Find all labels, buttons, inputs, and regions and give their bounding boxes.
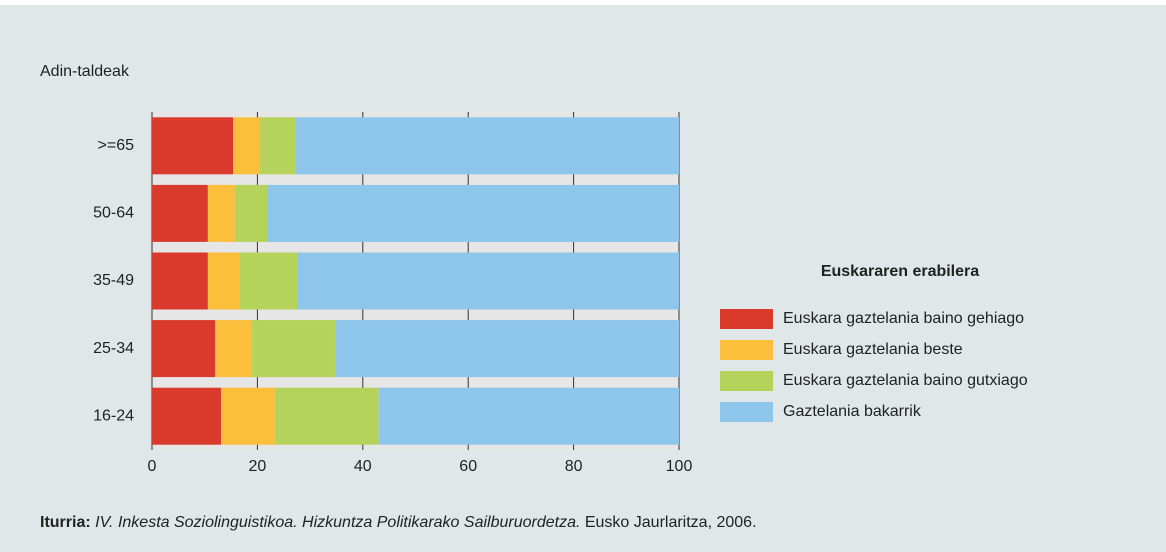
bar-segment [260, 117, 296, 175]
legend-swatch [720, 402, 773, 422]
legend-swatch [720, 371, 773, 391]
legend-swatch [720, 309, 773, 329]
source-publisher: Eusko Jaurlaritza, 2006. [585, 514, 757, 531]
legend-title: Euskararen erabilera [821, 263, 979, 280]
bar-segment [267, 184, 679, 242]
source: Iturria: IV. Inkesta Soziolinguistikoa. … [40, 514, 757, 531]
y-tick-label: 16-24 [93, 407, 134, 424]
source-title: IV. Inkesta Soziolinguistikoa. Hizkuntza… [95, 514, 580, 531]
bar-segment [152, 252, 208, 310]
bar-segment [152, 184, 208, 242]
source-label: Iturria: [40, 514, 91, 531]
x-tick-label: 20 [249, 458, 267, 475]
bar-segment [335, 320, 679, 378]
y-tick-label: >=65 [98, 137, 135, 154]
legend-label: Gaztelania bakarrik [783, 403, 922, 420]
bar-segment [295, 117, 679, 175]
x-tick-label: 60 [459, 458, 477, 475]
bar-segment [221, 387, 275, 445]
x-tick-label: 100 [666, 458, 693, 475]
bar-segment [152, 320, 216, 378]
bar-segment [233, 117, 261, 175]
bar-segment [252, 320, 336, 378]
bar-segment [152, 387, 222, 445]
x-tick-label: 40 [354, 458, 372, 475]
bar-segment [207, 184, 235, 242]
top-strip [0, 0, 1166, 5]
y-tick-label: 50-64 [93, 205, 134, 222]
bar-segment [297, 252, 679, 310]
x-tick-label: 0 [148, 458, 157, 475]
bar-segment [152, 117, 234, 175]
bar-segment [207, 252, 241, 310]
bar-segment [240, 252, 298, 310]
y-axis-label: Adin-taldeak [40, 63, 130, 80]
bar-segment [274, 387, 379, 445]
legend-label: Euskara gaztelania beste [783, 341, 963, 358]
x-tick-label: 80 [565, 458, 583, 475]
legend-label: Euskara gaztelania baino gehiago [783, 310, 1024, 327]
y-tick-label: 35-49 [93, 272, 134, 289]
bar-segment [215, 320, 253, 378]
bar-segment [378, 387, 679, 445]
y-tick-label: 25-34 [93, 340, 134, 357]
legend-swatch [720, 340, 773, 360]
legend-label: Euskara gaztelania baino gutxiago [783, 372, 1028, 389]
bar-segment [234, 184, 268, 242]
